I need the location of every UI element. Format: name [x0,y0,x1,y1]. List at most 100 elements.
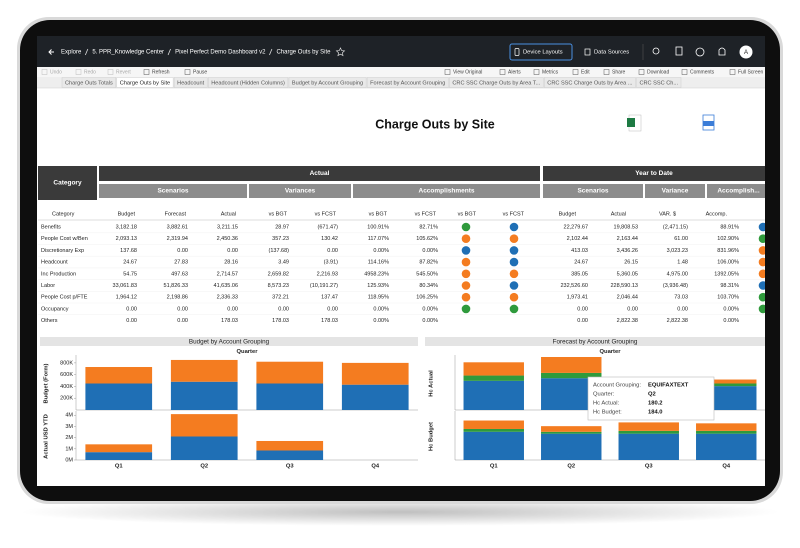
shadow [20,498,780,526]
cell-value: 232,526.60 [560,283,588,289]
tab-label[interactable]: Forecast by Account Grouping [370,80,445,86]
toolbar-button[interactable]: Revert [116,70,131,76]
y-axis-label: Budget (Form) [44,363,50,403]
toolbar-button[interactable]: Download [647,70,669,76]
tab-label[interactable]: CRC SSC Charge Outs by Area ... [547,80,633,86]
status-dot [461,292,471,302]
toolbar-button[interactable]: Alerts [508,70,521,76]
bar-segment [696,379,757,384]
cell-value: 0.00 [677,306,688,312]
tab[interactable] [288,77,367,88]
cell-value: 22,279.67 [564,224,588,230]
tab[interactable] [116,77,174,88]
toolbar-button[interactable]: Comments [690,70,715,76]
bar-segment [618,433,679,460]
breadcrumb-separator [84,48,89,56]
toolbar-button[interactable]: View Original [453,70,482,76]
breadcrumb[interactable]: 5. PPR_Knowledge Center [92,50,164,56]
column-header: vs FCST [315,211,337,217]
tab[interactable] [173,77,208,88]
status-dot [509,246,519,255]
data-sources-label[interactable]: Data Sources [594,50,629,56]
bar-segment [463,431,524,460]
cell-value: 0.00 [177,318,188,324]
row-category: People Cost p/FTE [41,295,88,301]
bell-icon[interactable] [718,47,726,56]
status-dot [758,222,765,232]
status-dot [461,281,471,290]
toolbar-button[interactable]: Pause [193,70,207,76]
toolbar-icon [107,69,114,75]
bar-segment [541,433,602,460]
toolbar-button[interactable]: Redo [84,70,96,76]
toolbar-button[interactable]: Full Screen [738,70,764,76]
cell-value: 2,822.38 [667,318,688,324]
cell-value: (3.91) [324,260,339,266]
toolbar-button[interactable]: Undo [50,70,62,76]
subgroup-header [249,184,351,198]
status-dot [461,269,471,279]
cell-value: 2,093.13 [116,236,137,242]
cell-value: 0.00% [723,318,739,324]
device-layouts-button[interactable] [509,43,573,61]
tab-label[interactable]: CRC SSC Charge Outs by Area T... [452,80,540,86]
avatar[interactable] [739,45,753,59]
breadcrumb[interactable]: Charge Outs by Site [276,50,331,56]
cell-value: 2,216.93 [317,271,338,277]
device-layouts-label[interactable]: Device Layouts [523,50,563,56]
status-dot [758,281,765,290]
cell-value: 114.16% [368,260,389,266]
search-icon[interactable] [652,47,660,55]
cell-value: 2,046.44 [617,295,638,301]
tab-label[interactable]: CRC SSC Ch... [639,80,678,86]
column-header: vs BGT [458,211,477,217]
tab-label[interactable]: Headcount [177,80,205,86]
cell-value: 125.93% [367,283,389,289]
help-icon[interactable] [695,47,705,57]
toolbar-icon [603,69,610,75]
subgroup-header-label: Variance [662,188,689,195]
back-arrow[interactable] [48,49,54,55]
cell-value: 372.21 [272,295,289,301]
tab[interactable] [636,77,682,88]
breadcrumb[interactable]: Pixel Perfect Demo Dashboard v2 [175,50,266,56]
toolbar-icon [41,69,48,75]
toolbar-button[interactable]: Share [612,70,626,76]
tab[interactable] [544,77,636,88]
cell-value: 130.42 [321,236,338,242]
tab-label[interactable]: Budget by Account Grouping [292,80,363,86]
toolbar-button[interactable]: Refresh [152,70,170,76]
breadcrumb[interactable]: Explore [61,50,82,56]
toolbar-button[interactable]: Edit [581,70,590,76]
cell-value: 4,975.00 [667,271,688,277]
group-header-label: Year to Date [635,170,673,177]
status-dot [758,257,765,267]
cell-value: 61.00 [674,236,688,242]
tab[interactable] [207,77,289,88]
chart-title-bar [40,337,418,346]
toolbar-button[interactable]: Metrics [542,70,559,76]
tab[interactable] [61,77,117,88]
tab-label[interactable]: Charge Outs Totals [65,80,113,86]
tab[interactable] [449,77,544,88]
cell-value: 1,973.41 [567,295,588,301]
toolbar-icon [184,69,191,75]
bar-segment [463,428,524,432]
cell-value: 54.75 [123,271,137,277]
tab-label[interactable]: Charge Outs by Site [120,80,170,86]
cell-value: 831.96% [717,248,739,254]
doc-icon[interactable] [675,46,683,56]
cell-value: 357.23 [272,236,289,242]
toolbar-icon [572,69,579,75]
tab[interactable] [366,77,449,88]
tab-label[interactable]: Headcount (Hidden Columns) [211,80,285,86]
cell-value: 24.67 [123,260,137,266]
cell-value: 100.91% [367,224,389,230]
favorite-star[interactable] [335,47,346,57]
bar-segment [541,357,602,373]
column-header: Forecast [165,211,187,217]
bar-segment [85,367,153,384]
cell-value: 1.48 [677,260,688,266]
corner-header-label: Category [53,180,82,187]
cell-value: 2,163.44 [617,236,638,242]
